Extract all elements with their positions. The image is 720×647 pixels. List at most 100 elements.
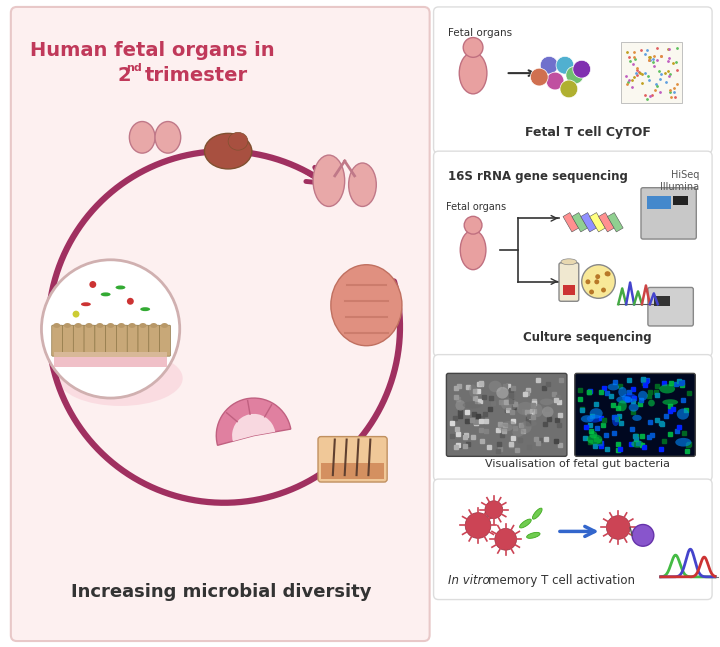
- Text: Human fetal organs in: Human fetal organs in: [30, 41, 274, 60]
- Ellipse shape: [622, 393, 636, 402]
- FancyBboxPatch shape: [84, 325, 95, 356]
- Ellipse shape: [96, 323, 104, 328]
- Ellipse shape: [618, 400, 627, 411]
- Ellipse shape: [616, 396, 632, 404]
- Ellipse shape: [204, 133, 252, 169]
- Circle shape: [546, 72, 564, 90]
- Ellipse shape: [161, 323, 168, 328]
- Ellipse shape: [608, 384, 619, 390]
- Bar: [563, 285, 575, 295]
- Ellipse shape: [675, 438, 691, 446]
- Ellipse shape: [648, 400, 654, 406]
- Ellipse shape: [677, 408, 689, 420]
- Text: Illumina: Illumina: [660, 182, 699, 192]
- Text: Increasing microbial diversity: Increasing microbial diversity: [71, 583, 372, 600]
- Ellipse shape: [520, 421, 531, 433]
- Bar: [654, 296, 670, 306]
- Ellipse shape: [499, 424, 513, 432]
- Ellipse shape: [631, 441, 644, 448]
- FancyBboxPatch shape: [433, 479, 712, 600]
- Circle shape: [632, 525, 654, 546]
- Ellipse shape: [581, 415, 594, 422]
- Ellipse shape: [542, 406, 554, 417]
- FancyBboxPatch shape: [559, 263, 579, 302]
- Ellipse shape: [150, 323, 157, 328]
- Text: Fetal organs: Fetal organs: [449, 28, 513, 38]
- Circle shape: [589, 289, 594, 294]
- Circle shape: [463, 38, 483, 58]
- Text: 2: 2: [117, 65, 131, 85]
- FancyBboxPatch shape: [648, 287, 693, 326]
- Circle shape: [73, 311, 79, 318]
- Ellipse shape: [140, 323, 146, 328]
- Circle shape: [42, 260, 180, 398]
- Polygon shape: [598, 213, 614, 232]
- Ellipse shape: [501, 399, 518, 410]
- Ellipse shape: [469, 384, 477, 397]
- Ellipse shape: [58, 351, 183, 406]
- Ellipse shape: [496, 387, 508, 399]
- Circle shape: [560, 80, 577, 98]
- Ellipse shape: [64, 323, 71, 328]
- Circle shape: [585, 280, 590, 284]
- Circle shape: [566, 66, 584, 84]
- FancyBboxPatch shape: [433, 355, 712, 481]
- Text: Fetal organs: Fetal organs: [446, 201, 507, 212]
- Bar: [672, 195, 688, 206]
- FancyBboxPatch shape: [63, 325, 73, 356]
- Ellipse shape: [489, 380, 502, 392]
- Text: Visualisation of fetal gut bacteria: Visualisation of fetal gut bacteria: [485, 459, 670, 469]
- FancyBboxPatch shape: [149, 325, 160, 356]
- Text: HiSeq: HiSeq: [671, 170, 699, 180]
- Polygon shape: [608, 213, 624, 232]
- Polygon shape: [590, 213, 606, 232]
- FancyBboxPatch shape: [117, 325, 127, 356]
- Circle shape: [601, 287, 606, 292]
- FancyBboxPatch shape: [106, 325, 117, 356]
- Ellipse shape: [463, 401, 482, 408]
- Circle shape: [595, 274, 600, 279]
- FancyBboxPatch shape: [52, 325, 63, 356]
- Ellipse shape: [526, 532, 540, 538]
- Ellipse shape: [590, 431, 598, 439]
- Bar: [621, 41, 683, 103]
- Ellipse shape: [513, 428, 524, 437]
- Ellipse shape: [81, 302, 91, 306]
- FancyBboxPatch shape: [318, 437, 387, 482]
- Ellipse shape: [523, 421, 537, 427]
- Ellipse shape: [533, 508, 542, 519]
- Ellipse shape: [155, 122, 181, 153]
- FancyBboxPatch shape: [446, 373, 567, 456]
- Ellipse shape: [590, 408, 603, 419]
- Circle shape: [582, 265, 616, 298]
- Circle shape: [89, 281, 96, 288]
- Ellipse shape: [348, 163, 377, 206]
- Wedge shape: [216, 398, 291, 445]
- FancyBboxPatch shape: [11, 7, 430, 641]
- Text: Fetal T cell CyTOF: Fetal T cell CyTOF: [525, 126, 651, 139]
- Ellipse shape: [632, 415, 642, 421]
- FancyBboxPatch shape: [433, 7, 712, 153]
- Circle shape: [464, 216, 482, 234]
- Ellipse shape: [130, 122, 155, 153]
- Circle shape: [127, 298, 134, 305]
- Text: Culture sequencing: Culture sequencing: [523, 331, 652, 344]
- Ellipse shape: [101, 292, 111, 296]
- Circle shape: [495, 529, 516, 550]
- Circle shape: [531, 68, 548, 86]
- Ellipse shape: [612, 415, 619, 426]
- Circle shape: [605, 271, 610, 276]
- Ellipse shape: [115, 285, 125, 289]
- Ellipse shape: [118, 323, 125, 328]
- Ellipse shape: [520, 519, 531, 528]
- Polygon shape: [563, 213, 579, 232]
- Ellipse shape: [629, 404, 639, 411]
- FancyBboxPatch shape: [95, 325, 106, 356]
- Ellipse shape: [660, 384, 675, 393]
- Ellipse shape: [503, 421, 516, 428]
- Bar: [54, 352, 167, 358]
- FancyBboxPatch shape: [73, 325, 84, 356]
- Ellipse shape: [331, 265, 402, 345]
- Circle shape: [606, 272, 611, 276]
- Circle shape: [485, 501, 503, 518]
